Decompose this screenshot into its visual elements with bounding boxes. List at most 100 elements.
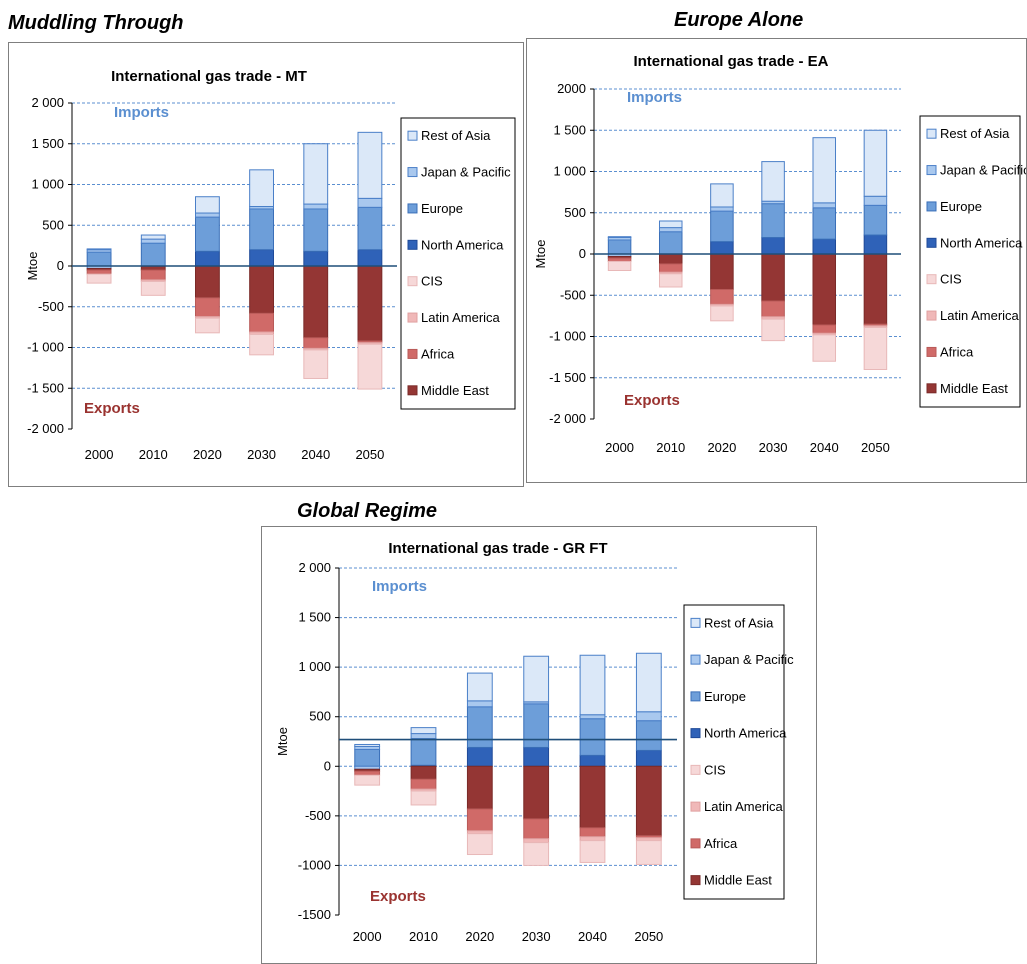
bar-europe-2040 — [579, 718, 606, 756]
y-tick-label: -500 — [305, 808, 331, 823]
legend-swatch-africa — [690, 838, 701, 849]
legend-label-europe: Europe — [421, 201, 463, 216]
bar-north-america-2020 — [195, 250, 220, 267]
bar-europe-2030 — [761, 203, 785, 239]
legend-label-japan-and-pacific: Japan & Pacific — [421, 165, 511, 180]
bar-cis-2020 — [710, 305, 734, 322]
legend-label-north-america: North America — [940, 235, 1023, 250]
legend-swatch-japan-and-pacific — [926, 165, 937, 176]
bar-africa-2010 — [658, 263, 683, 273]
bar-japan-and-pacific-2020 — [466, 700, 493, 708]
chart-panel-mt: International gas trade - MT Mtoe 2 000 1 5… — [8, 42, 524, 487]
x-tick-label-2050: 2050 — [355, 447, 384, 462]
chart-mt: International gas trade - MT Mtoe 2 000 1 5… — [25, 68, 516, 462]
y-tick-label: 2 000 — [298, 560, 331, 575]
chart-ea: International gas trade - EA Mtoe 2000 1 50… — [533, 53, 1026, 455]
x-tick-label-2040: 2040 — [810, 440, 839, 455]
y-tick-label: 1 500 — [298, 610, 331, 625]
bar-europe-2030 — [523, 703, 550, 748]
chart-panel-gr-ft: International gas trade - GR FT Mtoe 2 000… — [261, 526, 817, 964]
legend-swatch-middle-east — [926, 383, 937, 394]
bar-rest-of-asia-2000 — [86, 248, 112, 251]
bar-japan-and-pacific-2040 — [579, 714, 606, 720]
x-tick-label-2030: 2030 — [522, 929, 551, 944]
annotation-imports: Imports — [627, 89, 682, 106]
bar-rest-of-asia-2050 — [357, 131, 383, 199]
bar-cis-2050 — [635, 840, 662, 865]
bar-europe-2010 — [140, 242, 166, 267]
y-tick-label: -1000 — [298, 857, 331, 872]
bar-cis-2010 — [658, 273, 683, 288]
legend-label-africa: Africa — [421, 346, 455, 361]
bar-middle-east-2020 — [710, 253, 734, 290]
legend-label-rest-of-asia: Rest of Asia — [704, 615, 774, 630]
y-tick-label: 0 — [57, 258, 64, 273]
bar-middle-east-2040 — [579, 765, 606, 829]
annotation-imports: Imports — [114, 104, 169, 121]
legend-swatch-europe — [926, 201, 937, 212]
chart-title: International gas trade - EA — [633, 53, 828, 70]
x-tick-label-2050: 2050 — [634, 929, 663, 944]
x-tick-label-2020: 2020 — [707, 440, 736, 455]
bar-north-america-2050 — [863, 234, 888, 255]
bar-middle-east-2040 — [812, 253, 837, 326]
bar-africa-2000 — [354, 770, 381, 776]
chart-title: International gas trade - MT — [111, 68, 307, 85]
y-tick-label: -2 000 — [549, 411, 586, 426]
bar-japan-and-pacific-2010 — [658, 227, 683, 233]
x-tick-label-2010: 2010 — [139, 447, 168, 462]
legend-swatch-europe — [690, 691, 701, 702]
bar-europe-2020 — [466, 706, 493, 748]
bar-middle-east-2050 — [863, 253, 888, 325]
y-tick-label: 1 000 — [298, 659, 331, 674]
bar-africa-2010 — [140, 269, 166, 281]
x-tick-label-2010: 2010 — [409, 929, 438, 944]
bar-north-america-2050 — [357, 249, 383, 267]
annotation-exports: Exports — [370, 888, 426, 905]
bar-europe-2050 — [635, 720, 662, 751]
annotation-imports: Imports — [372, 578, 427, 595]
bar-europe-2020 — [195, 216, 220, 252]
bar-middle-east-2030 — [761, 253, 785, 302]
legend-label-latin-america: Latin America — [704, 799, 784, 814]
scenario-title-muddling-through: Muddling Through — [8, 12, 184, 34]
legend-swatch-japan-and-pacific — [407, 167, 418, 178]
x-tick-label-2010: 2010 — [656, 440, 685, 455]
legend-label-africa: Africa — [704, 836, 738, 851]
bar-cis-2040 — [303, 349, 329, 379]
bar-middle-east-2050 — [635, 765, 662, 837]
legend-swatch-rest-of-asia — [690, 617, 701, 628]
legend-label-japan-and-pacific: Japan & Pacific — [704, 652, 794, 667]
bar-cis-2030 — [249, 333, 275, 356]
legend-swatch-latin-america — [926, 310, 937, 321]
bar-rest-of-asia-2050 — [863, 129, 888, 197]
legend-label-north-america: North America — [421, 237, 504, 252]
y-tick-label: 500 — [564, 205, 586, 220]
annotation-exports: Exports — [624, 392, 680, 409]
bar-cis-2040 — [579, 840, 606, 863]
bar-cis-2030 — [523, 842, 550, 866]
legend-label-cis: CIS — [940, 272, 962, 287]
chart-gr-ft: International gas trade - GR FT Mtoe 2 000… — [275, 540, 794, 944]
bar-africa-2020 — [466, 808, 493, 832]
bar-rest-of-asia-2050 — [635, 652, 662, 713]
bar-rest-of-asia-2010 — [140, 234, 166, 240]
y-tick-label: 2 000 — [31, 95, 64, 110]
y-tick-label: 1 500 — [31, 136, 64, 151]
bar-middle-east-2010 — [658, 253, 683, 265]
bar-africa-2010 — [410, 778, 437, 790]
legend-swatch-cis — [690, 764, 701, 775]
legend-box — [683, 604, 785, 900]
bar-japan-and-pacific-2050 — [863, 195, 888, 206]
x-tick-label-2030: 2030 — [759, 440, 788, 455]
bar-europe-2000 — [607, 239, 632, 255]
bar-north-america-2040 — [579, 754, 606, 767]
bar-rest-of-asia-2030 — [523, 655, 550, 703]
bar-middle-east-2020 — [195, 265, 220, 299]
bar-africa-2030 — [761, 300, 785, 318]
bar-rest-of-asia-2040 — [812, 137, 837, 204]
y-axis-label: Mtoe — [533, 240, 548, 269]
legend-label-rest-of-asia: Rest of Asia — [940, 126, 1010, 141]
bar-africa-2020 — [710, 288, 734, 305]
y-axis-label: Mtoe — [25, 252, 40, 281]
